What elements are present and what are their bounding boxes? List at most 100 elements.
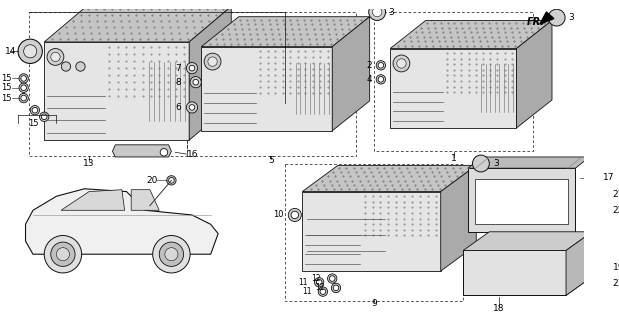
Circle shape bbox=[56, 248, 69, 261]
Circle shape bbox=[369, 4, 386, 20]
Bar bbox=[413, 56, 441, 70]
Text: 11: 11 bbox=[298, 278, 308, 287]
Circle shape bbox=[167, 176, 176, 185]
Circle shape bbox=[329, 276, 335, 281]
Text: 15: 15 bbox=[1, 74, 12, 83]
Polygon shape bbox=[441, 165, 476, 271]
Text: 7: 7 bbox=[175, 64, 181, 73]
Circle shape bbox=[376, 75, 386, 84]
Circle shape bbox=[472, 155, 490, 172]
Circle shape bbox=[41, 114, 47, 120]
Circle shape bbox=[589, 280, 595, 286]
Polygon shape bbox=[463, 277, 592, 295]
Circle shape bbox=[19, 93, 28, 103]
Polygon shape bbox=[131, 190, 159, 210]
Text: 19: 19 bbox=[613, 263, 619, 272]
Circle shape bbox=[288, 208, 301, 221]
Bar bbox=[71, 49, 102, 67]
Polygon shape bbox=[566, 232, 592, 295]
Circle shape bbox=[30, 106, 40, 115]
Circle shape bbox=[320, 289, 326, 294]
Circle shape bbox=[18, 39, 42, 63]
Bar bbox=[29, 12, 188, 156]
Circle shape bbox=[44, 236, 82, 273]
Polygon shape bbox=[113, 145, 171, 157]
Circle shape bbox=[61, 62, 71, 71]
Polygon shape bbox=[468, 168, 576, 232]
Text: 1: 1 bbox=[451, 154, 457, 163]
Circle shape bbox=[19, 83, 28, 92]
Polygon shape bbox=[44, 6, 232, 42]
Circle shape bbox=[51, 242, 75, 266]
Text: 15: 15 bbox=[1, 93, 12, 103]
Circle shape bbox=[589, 265, 595, 270]
Polygon shape bbox=[516, 20, 552, 128]
Circle shape bbox=[153, 236, 190, 273]
Circle shape bbox=[160, 148, 168, 156]
Circle shape bbox=[208, 57, 217, 66]
Circle shape bbox=[548, 9, 565, 26]
Bar bbox=[285, 164, 463, 301]
Polygon shape bbox=[463, 251, 566, 295]
Text: 23: 23 bbox=[613, 279, 619, 288]
Text: 5: 5 bbox=[269, 156, 274, 165]
Circle shape bbox=[186, 62, 197, 74]
Circle shape bbox=[376, 61, 386, 70]
Circle shape bbox=[32, 108, 38, 113]
Bar bbox=[374, 12, 534, 151]
Bar bbox=[47, 83, 102, 93]
Text: 3: 3 bbox=[388, 8, 394, 17]
Bar bbox=[305, 225, 358, 233]
Polygon shape bbox=[332, 17, 370, 131]
Polygon shape bbox=[302, 165, 476, 192]
Text: 6: 6 bbox=[175, 103, 181, 112]
Text: 3: 3 bbox=[568, 13, 574, 22]
Circle shape bbox=[190, 76, 201, 88]
Circle shape bbox=[331, 283, 340, 292]
Bar bbox=[204, 82, 254, 90]
Text: 8: 8 bbox=[175, 78, 181, 87]
Circle shape bbox=[333, 285, 339, 291]
Circle shape bbox=[318, 287, 327, 296]
Text: 15: 15 bbox=[28, 119, 38, 128]
Bar bbox=[393, 82, 441, 90]
Circle shape bbox=[168, 178, 174, 183]
Circle shape bbox=[378, 62, 384, 68]
Circle shape bbox=[159, 242, 184, 266]
Polygon shape bbox=[61, 190, 124, 210]
Text: 4: 4 bbox=[367, 75, 373, 84]
Circle shape bbox=[51, 52, 60, 61]
Polygon shape bbox=[189, 6, 232, 140]
Circle shape bbox=[19, 74, 28, 83]
Polygon shape bbox=[201, 17, 370, 47]
Bar bbox=[225, 54, 254, 69]
Polygon shape bbox=[475, 180, 568, 224]
Circle shape bbox=[40, 112, 49, 122]
Polygon shape bbox=[390, 20, 552, 49]
Circle shape bbox=[186, 102, 197, 113]
Text: FR.: FR. bbox=[527, 17, 545, 27]
Circle shape bbox=[587, 206, 597, 215]
Text: 12: 12 bbox=[311, 274, 321, 283]
Circle shape bbox=[589, 207, 595, 213]
Circle shape bbox=[189, 65, 195, 71]
Text: 13: 13 bbox=[84, 159, 95, 168]
Circle shape bbox=[21, 76, 27, 81]
Circle shape bbox=[587, 278, 597, 288]
Text: 18: 18 bbox=[493, 304, 505, 313]
Circle shape bbox=[314, 278, 324, 287]
Polygon shape bbox=[201, 47, 332, 131]
Text: 10: 10 bbox=[273, 211, 284, 220]
Polygon shape bbox=[25, 189, 218, 254]
Circle shape bbox=[193, 79, 199, 85]
Text: 15: 15 bbox=[1, 83, 12, 92]
Circle shape bbox=[204, 53, 221, 70]
Text: 9: 9 bbox=[371, 299, 377, 308]
Text: 11: 11 bbox=[302, 287, 312, 296]
Circle shape bbox=[587, 190, 597, 199]
Polygon shape bbox=[302, 192, 441, 271]
Text: 14: 14 bbox=[5, 47, 16, 56]
Text: 21: 21 bbox=[613, 190, 619, 199]
Text: 2: 2 bbox=[367, 61, 373, 70]
Bar bbox=[103, 209, 131, 217]
